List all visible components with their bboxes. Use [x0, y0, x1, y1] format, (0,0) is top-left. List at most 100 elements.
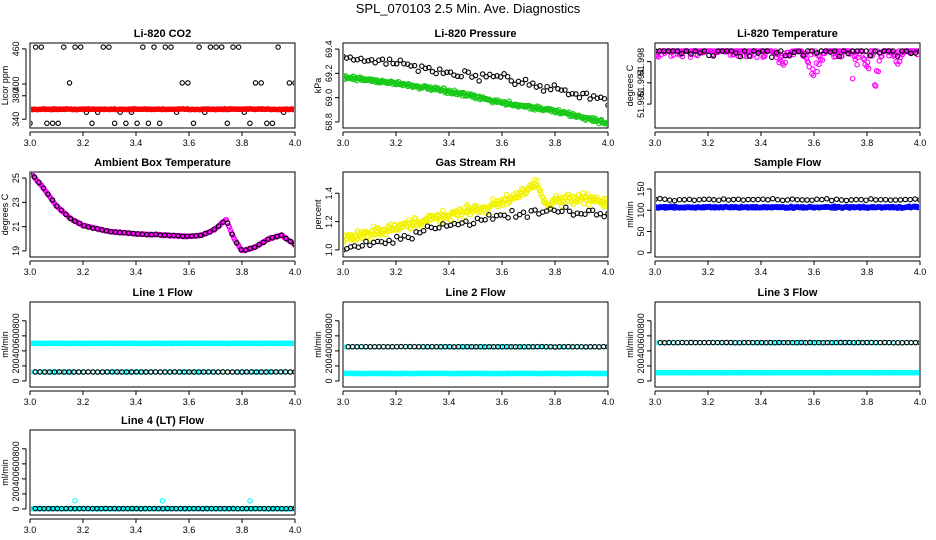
data-point [292, 506, 294, 512]
data-point [524, 214, 531, 220]
data-point [359, 235, 366, 242]
data-point [168, 44, 174, 50]
panel-sample-flow: Sample Flow ml/min 3.0 3.2 3.4 3.6 3.8 4.0 0 50 10… [625, 157, 926, 277]
plot-frame [654, 171, 921, 258]
data-point [701, 48, 708, 54]
x-tick-label: 3.0 [24, 397, 37, 407]
data-point [603, 195, 607, 202]
x-tick-label: 3.8 [861, 267, 874, 277]
data-point [123, 120, 129, 127]
data-point [692, 48, 699, 54]
data-point [770, 195, 776, 202]
data-point [235, 44, 242, 50]
data-point [63, 211, 69, 218]
data-point [605, 344, 607, 350]
page-title: SPL_070103 2.5 Min. Ave. Diagnostics [355, 1, 581, 16]
panel-line2-flow: Line 2 Flow ml/min 3.0 3.2 3.4 3.6 3.8 4.0 0 2004… [313, 287, 614, 407]
data-point [420, 228, 427, 234]
chart-title: Line 4 (LT) Flow [121, 415, 204, 427]
y-tick-label: 69.2 [324, 65, 334, 83]
data-point [89, 120, 95, 127]
data-point [397, 236, 404, 242]
data-point [716, 197, 722, 203]
data-point [569, 90, 575, 97]
data-point [190, 120, 197, 127]
data-point [565, 91, 572, 98]
y-tick-label: 340 [11, 112, 21, 127]
x-tick-label: 3.6 [496, 267, 509, 277]
data-point [206, 229, 213, 235]
data-point [917, 197, 919, 203]
data-point [585, 191, 591, 197]
data-point [814, 196, 820, 203]
data-point [224, 120, 231, 127]
chart-title: Li-820 Pressure [435, 28, 517, 40]
data-point [347, 54, 353, 60]
data-point [260, 239, 267, 246]
data-point [840, 48, 847, 54]
series-ambient-black [31, 173, 294, 253]
data-point [72, 218, 78, 224]
data-point [912, 339, 919, 346]
y-tick-label: 800 [324, 313, 334, 328]
panel-line4-flow: Line 4 (LT) Flow ml/min 3.0 3.2 3.4 3.6 3.8 4.0… [0, 415, 301, 535]
data-point [590, 93, 597, 99]
data-point [401, 60, 407, 67]
data-point [903, 48, 910, 54]
data-point [671, 197, 678, 204]
data-point [907, 196, 913, 203]
data-point [819, 57, 826, 63]
data-point [777, 57, 783, 63]
data-point [465, 69, 472, 76]
data-point [292, 369, 294, 375]
data-point [501, 71, 507, 77]
data-point [540, 88, 547, 94]
data-point [795, 48, 802, 54]
data-point [586, 207, 592, 214]
data-point [701, 339, 708, 346]
series-rh-yellow [344, 176, 607, 245]
data-point [49, 197, 56, 203]
data-point [159, 497, 166, 504]
data-point [213, 44, 219, 50]
x-tick-label: 3.8 [549, 267, 562, 277]
data-point [379, 56, 386, 63]
data-point [551, 82, 558, 88]
data-point [799, 197, 805, 203]
data-point [916, 204, 919, 211]
data-point [559, 208, 565, 215]
x-tick-label: 3.8 [861, 138, 874, 148]
series-line4-cyan-spikes [72, 497, 253, 504]
data-point [833, 53, 839, 60]
data-point [31, 120, 33, 126]
data-point [853, 196, 859, 203]
data-point [848, 197, 855, 203]
data-point [476, 78, 482, 84]
y-tick-label: 400 [11, 77, 21, 92]
data-point [585, 202, 592, 208]
data-point [478, 217, 485, 223]
x-tick-label: 3.6 [496, 138, 509, 148]
data-point [760, 196, 766, 202]
data-point [106, 44, 112, 50]
x-tick-label: 3.6 [496, 397, 509, 407]
data-point [344, 238, 347, 245]
chart-title: Line 2 Flow [446, 287, 506, 299]
data-point [838, 197, 845, 203]
data-point [872, 83, 879, 89]
data-point [681, 197, 688, 203]
data-point [90, 369, 96, 375]
y-tick-label: 200 [11, 358, 21, 373]
x-tick-label: 3.2 [702, 267, 715, 277]
data-point [269, 120, 276, 127]
x-tick-label: 3.6 [808, 138, 821, 148]
data-point [833, 48, 840, 54]
data-point [887, 197, 894, 203]
data-point [367, 236, 374, 242]
data-point [156, 120, 163, 127]
x-tick-label: 4.0 [914, 397, 927, 407]
data-point [292, 242, 294, 248]
x-tick-label: 4.0 [289, 397, 302, 407]
data-point [386, 56, 393, 63]
data-point [463, 218, 469, 224]
